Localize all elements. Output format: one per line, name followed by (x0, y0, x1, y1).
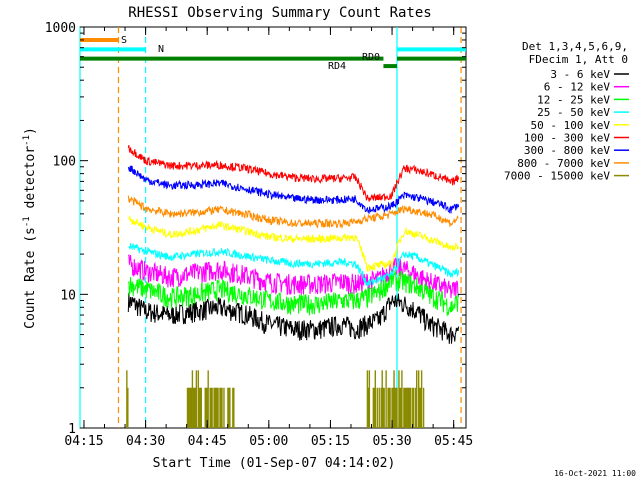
footer-date: 16-Oct-2021 11:00 (554, 469, 636, 478)
y-tick-label: 1 (68, 422, 76, 437)
legend: Det 1,3,4,5,6,9, FDecim 1, Att 0 3 - 6 k… (504, 40, 629, 183)
x-axis-label: Start Time (01-Sep-07 04:14:02) (153, 456, 396, 471)
series-line (127, 165, 460, 214)
legend-label: 3 - 6 keV (550, 68, 610, 81)
x-tick-label: 05:00 (249, 434, 288, 449)
state-bar-label: RD0 (362, 52, 380, 63)
series-line (127, 195, 459, 230)
plot-area: S N RD0 RD4 (79, 26, 467, 429)
legend-label: 12 - 25 keV (537, 93, 610, 106)
y-tick-label: 1000 (45, 21, 76, 36)
x-tick-label: 04:15 (64, 434, 103, 449)
series-line (127, 292, 460, 344)
series-line (127, 253, 460, 299)
y-tick-label: 100 (53, 155, 76, 170)
legend-label: 100 - 300 keV (524, 132, 610, 145)
state-bar-label: RD4 (328, 61, 346, 72)
legend-label: 6 - 12 keV (544, 81, 611, 94)
legend-header-2: FDecim 1, Att 0 (529, 53, 628, 66)
state-bar-label: S (121, 35, 127, 46)
legend-label: 25 - 50 keV (537, 106, 610, 119)
x-tick-label: 04:30 (126, 434, 165, 449)
legend-label: 800 - 7000 keV (517, 157, 610, 170)
x-tick-label: 05:15 (311, 434, 350, 449)
chart-title: RHESSI Observing Summary Count Rates (128, 5, 431, 21)
x-axis: 04:15 04:30 04:45 05:00 05:15 05:30 05:45 (64, 27, 473, 449)
series-line (127, 269, 459, 316)
legend-header-1: Det 1,3,4,5,6,9, (522, 40, 628, 53)
y-axis: 1 10 100 1000 (45, 21, 466, 437)
x-tick-label: 04:45 (188, 434, 227, 449)
series-line (128, 214, 460, 273)
series-line (128, 243, 460, 288)
plot-frame (79, 26, 467, 429)
x-tick-label: 05:30 (372, 434, 411, 449)
series-line (127, 144, 460, 202)
y-axis-label: Count Rate (s-1 detector-1) (22, 127, 38, 329)
legend-label: 300 - 800 keV (524, 144, 610, 157)
legend-label: 50 - 100 keV (531, 119, 611, 132)
legend-label: 7000 - 15000 keV (504, 170, 610, 183)
y-tick-label: 10 (60, 288, 76, 303)
x-tick-label: 05:45 (434, 434, 473, 449)
state-bar-label: N (158, 44, 164, 55)
